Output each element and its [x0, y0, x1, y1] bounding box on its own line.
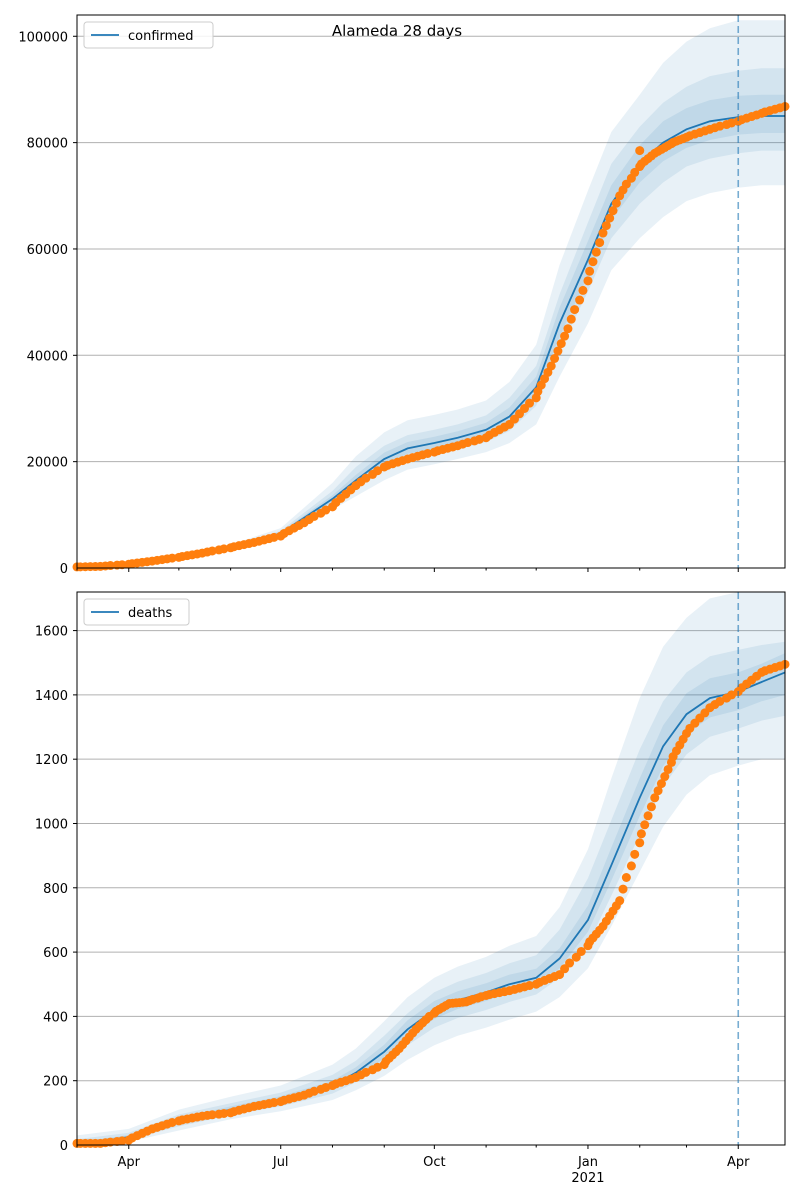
y-tick-label: 100000	[18, 30, 68, 45]
observed-point	[650, 793, 660, 803]
y-tick-label: 1200	[35, 753, 68, 768]
legend-box	[83, 21, 214, 49]
observed-point	[660, 772, 670, 782]
chart-title: Alameda 28 days	[332, 22, 462, 40]
x-tick-label: Apr	[727, 1155, 750, 1170]
observed-point	[219, 1108, 229, 1118]
observed-point	[715, 696, 725, 706]
legend: deaths	[83, 598, 190, 626]
observed-point	[578, 285, 588, 295]
y-tick-label: 40000	[27, 349, 68, 364]
observed-point	[611, 198, 621, 208]
observed-point	[663, 764, 673, 774]
x-tick-label: Jan	[577, 1155, 598, 1170]
y-tick-label: 600	[43, 946, 68, 961]
observed-point	[525, 981, 535, 991]
observed-point	[321, 505, 331, 515]
y-tick-label: 80000	[27, 137, 68, 152]
observed-point	[618, 884, 628, 894]
y-tick-label: 20000	[27, 456, 68, 471]
legend-label: deaths	[128, 606, 173, 621]
observed-point	[269, 532, 279, 542]
observed-point	[546, 361, 556, 371]
observed-point	[553, 346, 563, 356]
observed-point	[117, 1136, 127, 1146]
y-tick-label: 1400	[35, 689, 68, 704]
observed-point	[309, 511, 319, 521]
y-tick-label: 1000	[35, 817, 68, 832]
observed-point	[361, 473, 371, 483]
observed-point	[575, 295, 585, 305]
uncertainty-band	[77, 68, 785, 568]
observed-point	[621, 873, 631, 883]
y-tick-label: 1600	[35, 625, 68, 640]
observed-point	[219, 544, 229, 554]
observed-point	[423, 448, 433, 458]
y-tick-label: 200	[43, 1075, 68, 1090]
observed-point	[570, 305, 580, 315]
observed-point	[653, 786, 663, 796]
observed-point	[550, 353, 560, 363]
observed-point	[105, 1137, 115, 1147]
observed-point	[595, 238, 605, 248]
observed-point	[525, 398, 535, 408]
observed-point	[608, 206, 618, 216]
observed-point	[269, 1098, 279, 1108]
observed-point	[630, 849, 640, 859]
observed-point	[636, 829, 646, 839]
observed-point	[727, 690, 737, 700]
legend-label: confirmed	[128, 29, 194, 44]
confirmed-panel: 0 20000 40000 60000 80000 100000 confirmed	[18, 14, 790, 577]
observed-point	[598, 228, 608, 238]
observed-point	[615, 896, 625, 906]
observed-point	[630, 167, 640, 177]
observed-point	[585, 266, 595, 276]
uncertainty-band	[77, 592, 785, 1145]
observed-point	[588, 257, 598, 267]
y-tick-label: 400	[43, 1010, 68, 1025]
x-tick-label: Apr	[118, 1155, 141, 1170]
observed-point	[591, 247, 601, 257]
y-tick-label: 0	[60, 1139, 68, 1154]
x-tick-sublabel: 2021	[571, 1171, 604, 1186]
observed-point	[556, 339, 566, 349]
y-tick-label: 0	[60, 562, 68, 577]
observed-point	[626, 861, 636, 871]
observed-point	[565, 958, 575, 968]
observed-point	[583, 276, 593, 286]
observed-point	[656, 779, 666, 789]
uncertainty-band	[77, 20, 785, 569]
x-tick-label: Oct	[423, 1155, 445, 1170]
observed-point	[117, 560, 127, 570]
y-tick-label: 800	[43, 882, 68, 897]
observed-point	[635, 146, 645, 156]
observed-point	[643, 811, 653, 821]
axes-frame	[76, 591, 786, 1146]
observed-point	[621, 179, 631, 189]
observed-point	[563, 324, 573, 334]
x-tick-label: Jul	[272, 1155, 289, 1170]
observed-point	[560, 331, 570, 341]
observed-point	[640, 820, 650, 830]
y-tick-label: 60000	[27, 243, 68, 258]
deaths-panel: 0 200 400 600 800 1000 1200 1400 1600 Apr Jul Oct Ja…	[35, 591, 790, 1186]
observed-point	[605, 213, 615, 223]
observed-point	[635, 838, 645, 848]
legend: confirmed	[83, 21, 214, 49]
observed-point	[566, 314, 576, 324]
observed-point	[207, 546, 217, 556]
observed-point	[576, 946, 586, 956]
legend-box	[83, 598, 190, 626]
observed-point	[207, 1110, 217, 1120]
observed-point	[167, 553, 177, 563]
uncertainty-band	[77, 641, 785, 1145]
observed-point	[646, 802, 656, 812]
observed-point	[601, 221, 611, 231]
observed-point	[373, 466, 383, 476]
axes-frame	[76, 14, 786, 569]
